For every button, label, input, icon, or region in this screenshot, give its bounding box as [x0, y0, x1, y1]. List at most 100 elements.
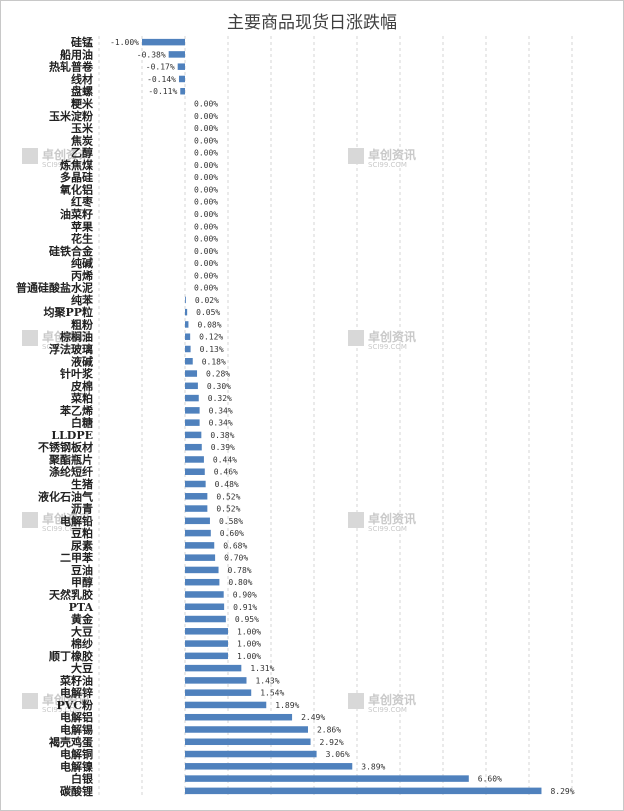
value-label: 0.95%	[235, 615, 259, 624]
value-label: 0.38%	[210, 431, 234, 440]
value-label: 3.89%	[361, 762, 385, 771]
value-label: 0.48%	[215, 480, 239, 489]
bar	[185, 689, 252, 696]
bar	[185, 775, 469, 782]
value-label: 0.58%	[219, 517, 243, 526]
category-label: 豆油	[71, 563, 93, 577]
value-label: 0.00%	[194, 210, 218, 219]
value-label: 3.06%	[326, 750, 350, 759]
bar	[185, 456, 204, 463]
watermark-site: SCI99.COM	[368, 706, 407, 714]
bar	[185, 566, 219, 574]
category-label: 花生	[71, 232, 93, 246]
value-label: 2.92%	[320, 738, 344, 747]
watermark-site: SCI99.COM	[368, 525, 407, 533]
bar	[185, 517, 210, 525]
value-label: 0.34%	[209, 419, 233, 428]
value-label: 2.86%	[317, 725, 341, 734]
category-label: 甲醇	[71, 575, 93, 589]
category-label: 多晶硅	[60, 170, 93, 184]
category-label: 电解锌	[60, 686, 93, 700]
value-label: 0.00%	[194, 284, 218, 293]
value-label: 0.28%	[206, 370, 230, 379]
value-label: 0.91%	[233, 603, 257, 612]
category-label: PVC粉	[56, 698, 93, 712]
category-label: 普通硅酸盐水泥	[16, 281, 93, 295]
value-label: 1.31%	[250, 664, 274, 673]
value-label: 0.80%	[228, 578, 252, 587]
bar	[185, 652, 228, 660]
bar	[185, 578, 220, 586]
bar	[185, 505, 208, 512]
category-label: 红枣	[71, 195, 94, 209]
category-label: 黄金	[71, 612, 94, 626]
category-label: 纯苯	[71, 293, 94, 307]
watermark-site: SCI99.COM	[42, 525, 81, 533]
value-label: 0.70%	[224, 554, 248, 563]
category-label: 电解铅	[60, 514, 93, 528]
category-label: 纯碱	[71, 256, 93, 270]
category-label: 电解镍	[60, 759, 93, 773]
watermark-logo-icon	[22, 330, 38, 346]
category-label: PTA	[69, 601, 94, 614]
category-label: 硅锰	[71, 35, 93, 49]
category-label: 浮法玻璃	[49, 342, 93, 356]
category-label: 电解铝	[60, 710, 93, 724]
category-label: 液碱	[71, 354, 93, 368]
category-label: 二甲苯	[60, 551, 94, 565]
value-label: -1.00%	[110, 38, 139, 47]
bar	[185, 358, 193, 365]
value-label: 0.78%	[228, 566, 252, 575]
category-label: 电解铜	[60, 747, 93, 761]
value-label: 0.13%	[200, 345, 224, 354]
bar	[185, 542, 215, 549]
category-label: 白糖	[71, 416, 93, 430]
category-label: 玉米	[71, 121, 94, 135]
category-label: 不锈钢板材	[38, 440, 93, 454]
category-label: 碳酸锂	[60, 784, 93, 798]
value-label: 1.00%	[237, 652, 261, 661]
bar	[185, 480, 206, 488]
bar	[185, 677, 247, 684]
bar	[185, 726, 308, 733]
watermark-logo-icon	[348, 148, 364, 164]
value-label: 0.34%	[209, 406, 233, 415]
value-label: 0.00%	[194, 222, 218, 231]
category-label: 菜粕	[70, 391, 93, 405]
watermark-logo-icon	[348, 330, 364, 346]
category-label: 盘螺	[71, 84, 93, 98]
watermark-site: SCI99.COM	[368, 161, 407, 169]
category-label: 苯乙烯	[59, 403, 93, 417]
watermark-name: 卓创资讯	[368, 147, 416, 162]
watermark-name: 卓创资讯	[42, 329, 90, 344]
category-label: 电解锡	[60, 722, 93, 736]
value-label: 0.05%	[196, 308, 220, 317]
value-label: 0.12%	[199, 333, 223, 342]
category-label: 针叶浆	[60, 367, 94, 381]
value-label: 0.00%	[194, 100, 218, 109]
category-label: 炼焦煤	[60, 158, 94, 172]
category-label: 天然乳胶	[49, 587, 93, 601]
watermark-name: 卓创资讯	[42, 511, 90, 526]
bar	[185, 345, 191, 353]
value-label: 0.00%	[194, 124, 218, 133]
watermark-logo-icon	[348, 693, 364, 709]
category-label: 白银	[71, 772, 94, 786]
category-label: 苹果	[71, 219, 93, 233]
watermark-site: SCI99.COM	[42, 343, 81, 351]
category-label: 沥青	[71, 502, 93, 516]
bar	[185, 603, 225, 610]
bar	[185, 296, 186, 304]
watermark-logo-icon	[22, 693, 38, 709]
value-label: 0.00%	[194, 235, 218, 244]
value-label: 0.39%	[211, 443, 235, 452]
watermark-name: 卓创资讯	[42, 147, 90, 162]
value-label: 1.00%	[237, 640, 261, 649]
bar	[185, 394, 199, 402]
value-label: -0.11%	[148, 87, 177, 96]
